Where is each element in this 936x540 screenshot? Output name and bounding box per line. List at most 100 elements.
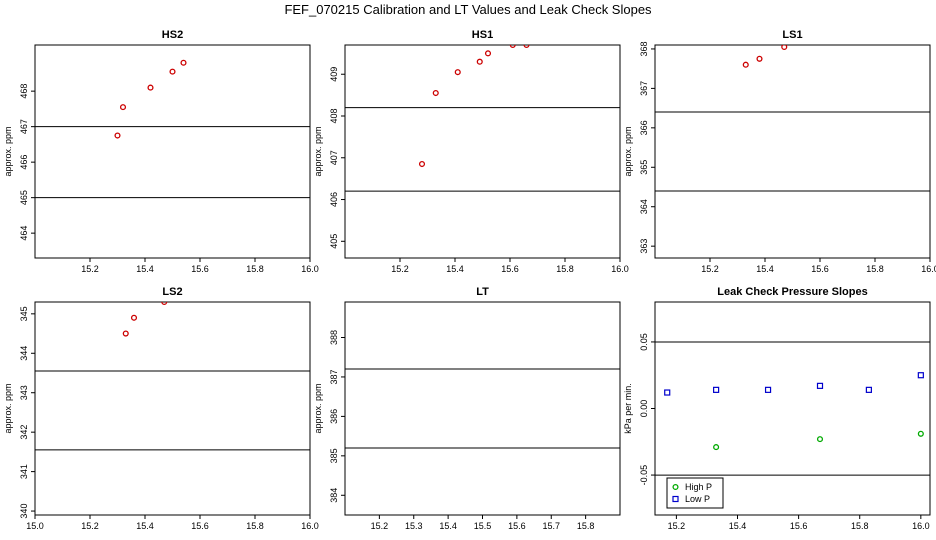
y-axis-label: approx. ppm [3, 126, 13, 176]
data-points [418, 38, 548, 168]
x-tick-label: 15.8 [246, 521, 264, 531]
legend-box [666, 477, 724, 509]
panel-4: LT 15.2 15.3 15.4 15.5 15.6 15.7 15.8 384 385 386 3… [313, 286, 621, 531]
plot-frame [34, 44, 311, 259]
y-axis-label: kPa per min. [623, 383, 633, 434]
data-point [917, 372, 924, 379]
y-tick-label: 407 [329, 150, 339, 165]
plot-frame [344, 44, 621, 259]
y-tick-label: 345 [19, 306, 29, 321]
panel-3: LS2 15.0 15.2 15.4 15.6 15.8 16.0 340 341 342 343 3… [3, 286, 319, 531]
y-tick-label: 408 [329, 108, 339, 123]
data-point [122, 330, 129, 337]
data-point [509, 45, 516, 49]
y-tick-label: 341 [19, 464, 29, 479]
plot-frame [654, 44, 931, 259]
panel-1: HS1 15.2 15.4 15.6 15.8 16.0 405 406 407 408 409 ap… [313, 29, 629, 274]
data-point [147, 84, 154, 91]
y-tick-label: -0.05 [639, 465, 649, 486]
x-tick-label: 15.2 [371, 521, 389, 531]
data-point [543, 38, 548, 43]
y-tick-label: 368 [639, 41, 649, 56]
data-point [664, 389, 671, 396]
y-tick-label: 340 [19, 504, 29, 519]
x-tick-label: 15.8 [866, 264, 884, 274]
x-tick-label: 15.4 [446, 264, 464, 274]
x-tick-label: 15.7 [542, 521, 560, 531]
data-point [756, 55, 763, 62]
data-point [161, 302, 168, 306]
y-tick-label: 385 [329, 448, 339, 463]
x-tick-label: 15.8 [556, 264, 574, 274]
panel-title: LT [476, 286, 489, 298]
y-tick-label: 0.00 [639, 400, 649, 418]
y-tick-label: 467 [19, 119, 29, 134]
plot-frame [34, 301, 311, 516]
x-tick-label: 15.6 [191, 264, 209, 274]
x-tick-label: 15.6 [790, 521, 808, 531]
y-tick-label: 406 [329, 192, 339, 207]
data-point [713, 444, 720, 451]
x-tick-label: 15.0 [26, 521, 44, 531]
x-tick-label: 15.8 [246, 264, 264, 274]
y-tick-label: 344 [19, 346, 29, 361]
y-tick-label: 388 [329, 330, 339, 345]
figure-title: FEF_070215 Calibration and LT Values and… [284, 2, 652, 17]
data-point [169, 68, 176, 75]
data-point [130, 314, 138, 321]
x-tick-label: 15.4 [729, 521, 747, 531]
y-tick-label: 409 [329, 67, 339, 82]
data-point [476, 58, 483, 65]
x-tick-label: 15.2 [668, 521, 686, 531]
data-point [742, 61, 749, 68]
y-tick-label: 366 [639, 120, 649, 135]
x-tick-label: 15.8 [851, 521, 869, 531]
data-point [917, 430, 924, 437]
data-point [781, 45, 788, 51]
y-axis-label: approx. ppm [623, 126, 633, 176]
data-point [523, 45, 530, 49]
panel-title: HS2 [162, 29, 183, 41]
data-point [454, 69, 461, 76]
panel-5: Leak Check Pressure Slopes 15.2 15.4 15.6 15… [623, 286, 931, 531]
x-tick-label: 15.4 [136, 264, 154, 274]
x-tick-label: 15.2 [81, 521, 99, 531]
x-tick-label: 16.0 [301, 264, 319, 274]
x-tick-label: 15.3 [405, 521, 423, 531]
legend-marker [672, 495, 679, 503]
y-tick-label: 468 [19, 84, 29, 99]
x-tick-label: 15.8 [577, 521, 595, 531]
y-tick-label: 343 [19, 385, 29, 400]
y-tick-label: 384 [329, 488, 339, 503]
y-tick-label: 342 [19, 425, 29, 440]
x-tick-label: 15.6 [191, 521, 209, 531]
y-tick-label: 387 [329, 369, 339, 384]
data-point [484, 50, 492, 57]
y-tick-label: 365 [639, 160, 649, 175]
y-tick-label: 364 [639, 199, 649, 214]
y-axis-label: approx. ppm [313, 126, 323, 176]
y-tick-label: 464 [19, 226, 29, 241]
x-tick-label: 16.0 [301, 521, 319, 531]
x-tick-label: 15.4 [136, 521, 154, 531]
panel-title: Leak Check Pressure Slopes [717, 286, 867, 298]
panel-title: LS1 [782, 29, 802, 41]
panel-2: LS1 15.2 15.4 15.6 15.8 16.0 363 364 365 366 367 36… [623, 29, 936, 274]
data-point [816, 382, 824, 389]
x-tick-label: 15.4 [756, 264, 774, 274]
legend-label: High P [685, 482, 712, 492]
data-point [119, 104, 127, 111]
y-tick-label: 363 [639, 239, 649, 254]
data-point [180, 59, 187, 66]
data-points [742, 45, 788, 68]
data-points [122, 302, 168, 337]
x-tick-label: 16.0 [912, 521, 930, 531]
data-points [114, 59, 187, 139]
x-tick-label: 15.2 [701, 264, 719, 274]
y-axis-label: approx. ppm [313, 383, 323, 433]
y-tick-label: 465 [19, 190, 29, 205]
data-points [664, 372, 924, 451]
x-tick-label: 16.0 [611, 264, 629, 274]
data-point [713, 386, 720, 393]
